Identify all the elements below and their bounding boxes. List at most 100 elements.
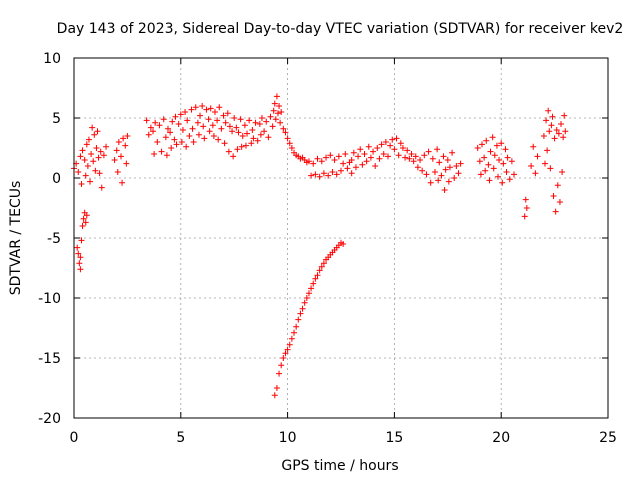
data-point <box>209 122 216 129</box>
data-point <box>483 137 490 144</box>
data-point <box>203 106 210 113</box>
data-point <box>293 323 300 330</box>
data-point <box>81 157 88 163</box>
data-point <box>441 187 448 193</box>
data-point <box>355 153 362 160</box>
chart-title: Day 143 of 2023, Sidereal Day-to-day VTE… <box>57 21 624 37</box>
data-point <box>446 164 453 171</box>
data-point <box>91 131 98 138</box>
data-point <box>402 154 409 161</box>
y-tick-label: -5 <box>47 231 61 247</box>
data-point <box>331 157 338 163</box>
data-point <box>254 137 261 144</box>
data-point <box>78 237 85 244</box>
data-point <box>506 176 513 183</box>
data-point <box>489 134 496 141</box>
data-point <box>258 115 265 121</box>
data-point <box>486 177 493 184</box>
data-point <box>427 179 434 186</box>
data-point <box>218 125 225 132</box>
data-point <box>89 124 96 131</box>
data-point <box>234 146 241 153</box>
data-point <box>76 260 83 267</box>
data-point <box>540 133 547 139</box>
data-point <box>168 145 175 151</box>
data-point <box>412 153 419 160</box>
data-point <box>523 205 530 211</box>
data-point <box>522 196 529 203</box>
series-main-band <box>71 93 569 220</box>
data-point <box>82 219 89 226</box>
data-point <box>508 158 515 165</box>
points-layer <box>71 93 569 399</box>
data-point <box>257 131 264 138</box>
data-point <box>494 173 501 180</box>
data-point <box>215 136 222 143</box>
data-point <box>197 112 204 119</box>
data-point <box>270 107 277 114</box>
data-point <box>175 121 182 127</box>
data-point <box>280 355 287 361</box>
data-point <box>182 109 189 115</box>
data-point <box>451 175 458 181</box>
data-point <box>163 152 170 159</box>
data-point <box>431 169 438 175</box>
data-point <box>276 103 283 109</box>
data-point <box>97 148 104 155</box>
data-point <box>117 153 124 160</box>
data-point <box>88 151 95 157</box>
data-point <box>395 152 402 159</box>
data-point <box>384 153 391 160</box>
data-point <box>342 151 349 157</box>
data-point <box>160 116 167 123</box>
data-point <box>169 118 176 125</box>
data-point <box>376 155 383 162</box>
data-point <box>335 153 342 160</box>
data-point <box>318 158 325 165</box>
data-point <box>389 136 396 143</box>
data-point <box>478 141 485 148</box>
data-point <box>327 152 334 159</box>
data-point <box>151 151 158 157</box>
data-point <box>438 172 445 179</box>
data-point <box>305 158 312 165</box>
data-point <box>493 142 500 149</box>
data-point <box>80 215 87 222</box>
data-point <box>340 160 347 167</box>
data-point <box>252 119 259 126</box>
data-point <box>177 111 184 118</box>
data-point <box>205 116 212 123</box>
data-point <box>530 143 537 150</box>
data-point <box>210 133 217 139</box>
data-point <box>301 299 308 306</box>
data-point <box>79 147 86 154</box>
data-point <box>406 155 413 162</box>
data-point <box>310 160 317 167</box>
data-point <box>272 116 279 123</box>
data-point <box>207 105 214 112</box>
data-point <box>397 140 404 147</box>
data-point <box>399 145 406 151</box>
data-point <box>189 125 196 132</box>
data-point <box>200 123 207 130</box>
data-point <box>246 117 253 124</box>
data-point <box>188 106 195 113</box>
data-point <box>98 184 105 191</box>
data-point <box>382 139 389 145</box>
data-point <box>77 153 84 160</box>
data-point <box>425 148 432 155</box>
data-point <box>511 171 518 178</box>
data-point <box>77 266 84 273</box>
data-point <box>408 151 415 157</box>
data-point <box>434 146 441 153</box>
data-point <box>278 362 285 369</box>
data-point <box>404 147 411 154</box>
data-point <box>241 122 248 129</box>
data-point <box>445 178 452 185</box>
data-point <box>532 170 539 177</box>
data-point <box>172 113 179 120</box>
data-point <box>184 117 191 124</box>
data-point <box>273 93 280 100</box>
data-point <box>352 164 359 171</box>
data-point <box>555 130 562 137</box>
